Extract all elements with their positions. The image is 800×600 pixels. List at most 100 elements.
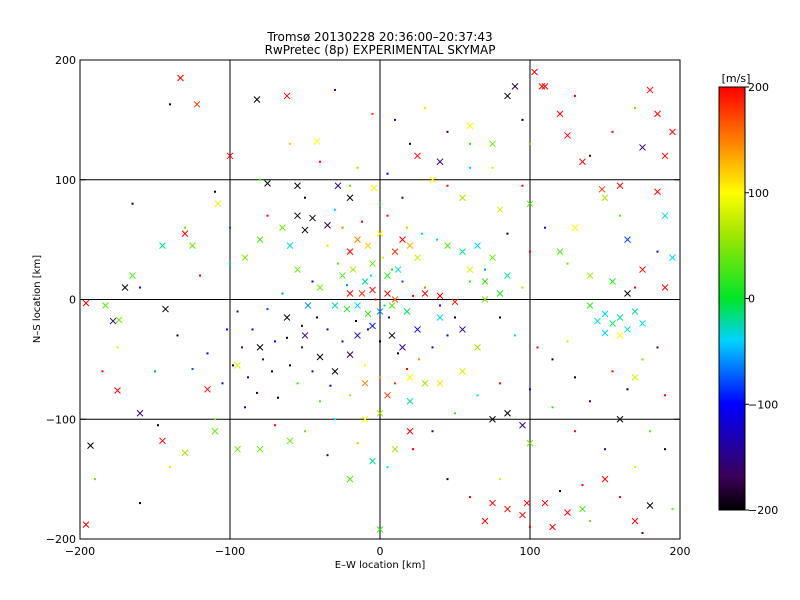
dot-marker [484, 268, 486, 271]
cross-marker [181, 449, 189, 457]
cross-marker [444, 242, 451, 249]
dot-marker [412, 448, 414, 451]
cross-marker [406, 397, 414, 405]
dot-marker [619, 496, 621, 499]
cross-marker [129, 272, 136, 279]
dot-marker [454, 412, 456, 415]
cross-marker [384, 272, 391, 279]
cross-marker [661, 152, 669, 160]
cross-marker [579, 158, 586, 166]
cross-marker [459, 367, 466, 375]
dot-marker [391, 268, 393, 271]
axis-ticks: −200 −100 0 100 200 −200 −100 0 100 200 [46, 54, 691, 558]
dot-marker [386, 214, 389, 217]
cross-marker [594, 317, 601, 325]
cross-marker [364, 310, 372, 318]
dot-marker [439, 304, 441, 307]
cross-marker [646, 86, 654, 94]
cross-marker [556, 110, 564, 118]
cross-marker [654, 110, 661, 118]
cross-marker [256, 236, 264, 243]
cross-marker [474, 242, 481, 249]
dot-marker [401, 280, 404, 283]
cross-marker [376, 409, 384, 417]
y-tick-label: 200 [55, 54, 76, 67]
dot-marker [379, 376, 381, 379]
cross-marker [369, 260, 376, 267]
cross-marker [394, 266, 402, 273]
dot-marker [266, 308, 269, 311]
cross-marker [436, 314, 444, 321]
chart-subtitle: RwPretec (8p) EXPERIMENTAL SKYMAP [265, 43, 496, 57]
dot-marker [349, 184, 351, 187]
dot-marker [469, 280, 471, 283]
dot-marker [446, 184, 449, 187]
cross-marker [519, 421, 526, 429]
cross-marker [639, 320, 646, 327]
dot-marker [374, 298, 377, 301]
dot-marker [349, 394, 351, 397]
cross-marker [159, 437, 166, 445]
cross-marker [376, 230, 384, 237]
dot-marker [334, 88, 336, 91]
cross-marker [481, 517, 489, 525]
cross-marker [181, 230, 189, 237]
cross-marker [451, 298, 459, 306]
dot-marker [551, 406, 554, 409]
dot-marker [176, 334, 179, 337]
cross-marker [115, 316, 123, 324]
cross-marker [459, 248, 466, 255]
cross-marker [489, 415, 496, 423]
cross-marker [579, 505, 586, 513]
cross-marker [541, 499, 549, 507]
dot-marker [334, 208, 336, 211]
cross-marker [214, 200, 222, 208]
dot-marker [256, 391, 258, 394]
cross-marker [601, 475, 609, 483]
cross-marker [256, 445, 264, 453]
dot-marker [271, 370, 273, 373]
cross-marker [526, 439, 534, 447]
dot-marker [611, 370, 614, 373]
dot-marker [529, 526, 531, 529]
cross-marker [354, 302, 361, 309]
dot-marker [259, 178, 261, 181]
dot-marker [424, 106, 426, 109]
cross-marker [370, 184, 378, 192]
dot-marker [436, 238, 438, 241]
cross-marker [87, 442, 94, 449]
dot-marker [371, 112, 374, 115]
x-tick-label: 0 [377, 545, 384, 558]
cross-marker [309, 214, 316, 222]
cross-marker [294, 182, 301, 190]
dot-marker [301, 346, 303, 349]
dot-marker [289, 364, 291, 367]
dot-marker [251, 328, 254, 331]
cross-marker [82, 521, 90, 528]
cross-marker [349, 266, 357, 273]
dot-marker [281, 292, 284, 295]
cross-marker [556, 248, 564, 255]
cross-marker [391, 248, 399, 255]
dot-marker [446, 334, 449, 337]
dot-marker [656, 250, 659, 253]
x-tick-label: −200 [65, 545, 95, 558]
cross-marker [669, 128, 676, 136]
cross-marker [504, 505, 511, 513]
cross-marker [624, 236, 631, 243]
dot-marker [139, 286, 141, 289]
y-axis-label: N–S location [km] [32, 255, 43, 343]
cross-marker [391, 445, 399, 453]
dot-marker [386, 466, 389, 469]
cross-marker [256, 344, 264, 351]
cross-marker [436, 158, 444, 166]
dot-marker [229, 262, 231, 265]
colorbar-tick-label: 200 [748, 81, 769, 94]
dot-marker [226, 328, 228, 331]
grid [80, 60, 680, 539]
dot-marker [326, 454, 329, 457]
dot-marker [334, 418, 336, 421]
cross-marker [369, 322, 376, 330]
dot-marker [341, 226, 344, 229]
dot-marker [169, 103, 171, 106]
